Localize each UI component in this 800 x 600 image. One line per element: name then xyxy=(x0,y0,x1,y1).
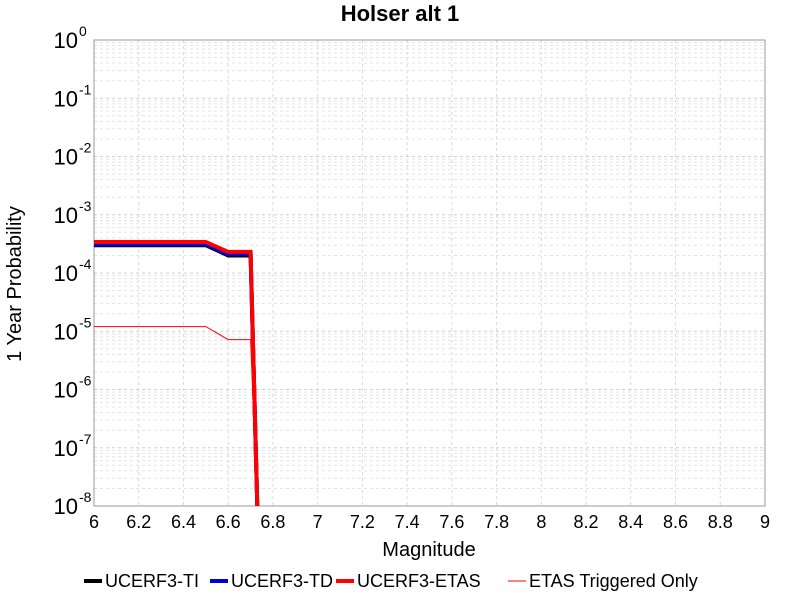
series-line-etas-triggered-only xyxy=(94,326,258,507)
series-line-ucerf3-td xyxy=(94,242,260,507)
x-tick-label: 6.8 xyxy=(260,512,285,532)
x-tick-label: 7 xyxy=(313,512,323,532)
y-tick-exponent: -6 xyxy=(79,373,92,389)
y-tick-base: 10 xyxy=(54,436,78,461)
legend-label: ETAS Triggered Only xyxy=(529,571,698,591)
legend-label: UCERF3-ETAS xyxy=(357,571,481,591)
x-tick-label: 6.6 xyxy=(216,512,241,532)
x-tick-label: 8.8 xyxy=(708,512,733,532)
x-tick-label: 8.6 xyxy=(663,512,688,532)
y-axis-label: 1 Year Probability xyxy=(4,206,26,362)
chart-title: Holser alt 1 xyxy=(341,1,460,26)
y-tick-base: 10 xyxy=(54,319,78,344)
y-tick-label: 10 0 xyxy=(54,23,87,53)
series-line-ucerf3-etas xyxy=(94,240,260,507)
x-tick-label: 8 xyxy=(536,512,546,532)
legend-item: UCERF3-TI xyxy=(84,571,199,591)
grid xyxy=(93,39,766,507)
plot-area xyxy=(93,39,766,507)
y-tick-exponent: -2 xyxy=(79,140,92,156)
x-tick-label: 6.2 xyxy=(126,512,151,532)
y-tick-label: 10 -7 xyxy=(54,431,92,461)
x-tick-label: 6 xyxy=(89,512,99,532)
x-tick-label: 7.8 xyxy=(484,512,509,532)
x-tick-label: 7.6 xyxy=(439,512,464,532)
y-tick-base: 10 xyxy=(54,145,78,170)
x-tick-label: 8.2 xyxy=(574,512,599,532)
x-tick-label: 9 xyxy=(760,512,770,532)
y-tick-base: 10 xyxy=(54,28,78,53)
legend-item: ETAS Triggered Only xyxy=(508,571,698,591)
y-tick-label: 10 -8 xyxy=(54,489,92,519)
y-tick-exponent: -5 xyxy=(79,314,92,330)
y-tick-base: 10 xyxy=(54,378,78,403)
series-layer xyxy=(94,240,260,507)
y-tick-exponent: -8 xyxy=(79,489,92,505)
legend-item: UCERF3-ETAS xyxy=(336,571,481,591)
y-tick-label: 10 -1 xyxy=(54,81,92,111)
y-tick-exponent: -3 xyxy=(79,198,92,214)
y-tick-base: 10 xyxy=(54,203,78,228)
y-tick-label: 10 -2 xyxy=(54,140,92,170)
series-line-ucerf3-ti xyxy=(94,243,260,507)
legend-label: UCERF3-TD xyxy=(231,571,333,591)
x-tick-label: 7.4 xyxy=(395,512,420,532)
x-tick-label: 6.4 xyxy=(171,512,196,532)
y-tick-exponent: 0 xyxy=(79,23,87,39)
legend-label: UCERF3-TI xyxy=(105,571,199,591)
y-tick-base: 10 xyxy=(54,86,78,111)
y-tick-label: 10 -6 xyxy=(54,373,92,403)
y-tick-label: 10 -4 xyxy=(54,256,92,286)
y-tick-base: 10 xyxy=(54,494,78,519)
legend-item: UCERF3-TD xyxy=(210,571,333,591)
y-tick-base: 10 xyxy=(54,261,78,286)
x-axis-ticks: 6 6.2 6.4 6.6 6.8 7 7.2 7.4 7.6 7.8 8 8.2 8.4 8.6 8.8 9 xyxy=(89,512,770,532)
y-tick-label: 10 -3 xyxy=(54,198,92,228)
y-tick-exponent: -1 xyxy=(79,81,92,97)
x-tick-label: 8.4 xyxy=(618,512,643,532)
x-axis-label: Magnitude xyxy=(382,539,475,561)
y-tick-exponent: -7 xyxy=(79,431,92,447)
x-tick-label: 7.2 xyxy=(350,512,375,532)
legend: UCERF3-TI UCERF3-TD UCERF3-ETAS ETAS Trigge… xyxy=(84,571,698,591)
y-tick-label: 10 -5 xyxy=(54,314,92,344)
y-tick-exponent: -4 xyxy=(79,256,92,272)
